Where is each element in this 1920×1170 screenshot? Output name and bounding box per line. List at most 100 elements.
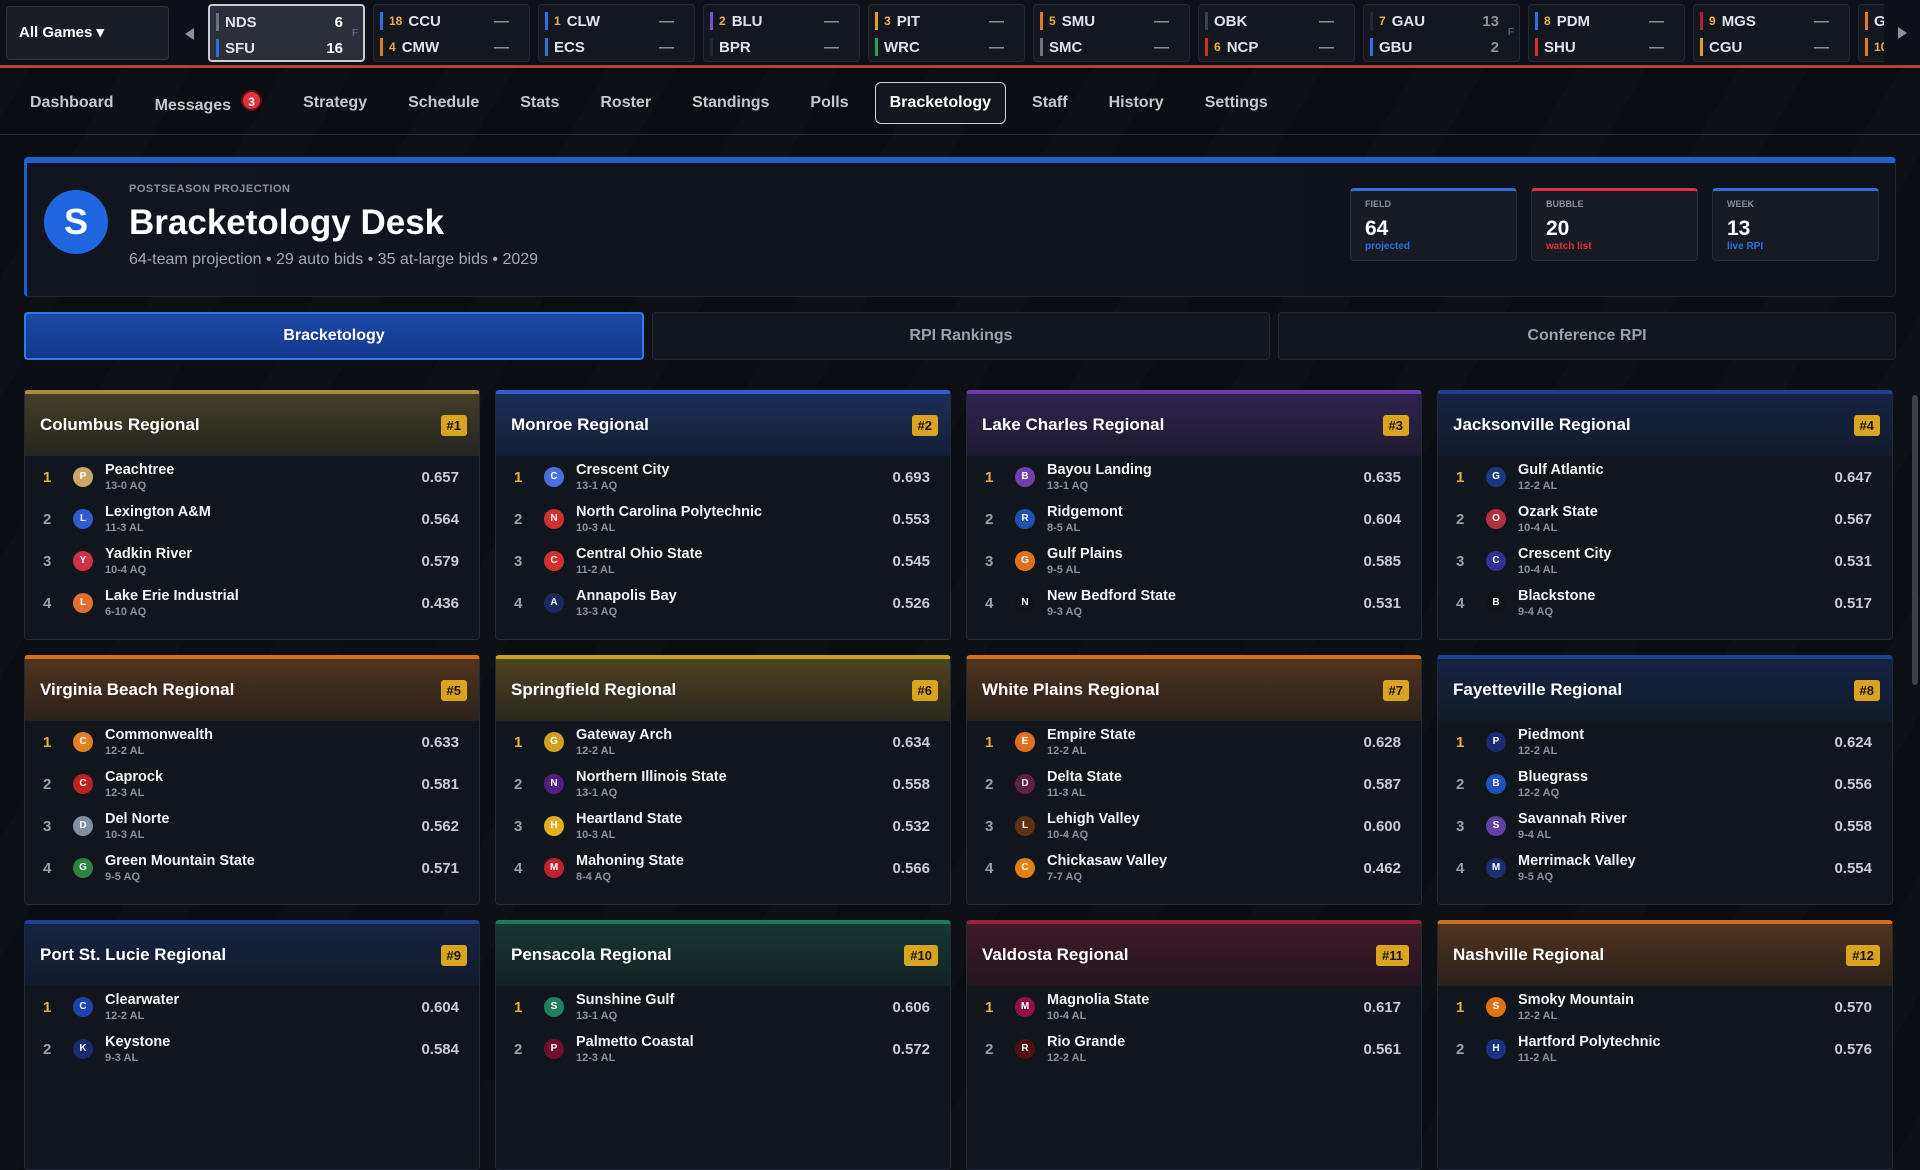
scrollbar[interactable] xyxy=(1912,395,1918,685)
team-row[interactable]: 2 P Palmetto Coastal 12-3 AL 0.572 xyxy=(496,1028,950,1070)
nav-tab[interactable]: Messages 3 xyxy=(140,78,278,127)
game-card[interactable]: OBK — 6 NCP — xyxy=(1198,4,1355,62)
team-row[interactable]: 1 G Gulf Atlantic 12-2 AL 0.647 xyxy=(1438,456,1892,498)
team-row[interactable]: 1 B Bayou Landing 13-1 AQ 0.635 xyxy=(967,456,1421,498)
team-row[interactable]: 4 N New Bedford State 9-3 AQ 0.531 xyxy=(967,582,1421,624)
nav-tab[interactable]: Polls xyxy=(795,82,863,124)
team-row[interactable]: 3 L Lehigh Valley 10-4 AQ 0.600 xyxy=(967,805,1421,847)
team-row[interactable]: 2 N North Carolina Polytechnic 10-3 AL 0.553 xyxy=(496,498,950,540)
sub-tab[interactable]: RPI Rankings xyxy=(652,312,1270,360)
sub-tab[interactable]: Conference RPI xyxy=(1278,312,1896,360)
team-row[interactable]: 3 C Central Ohio State 11-2 AL 0.545 xyxy=(496,540,950,582)
nav-tab[interactable]: History xyxy=(1094,82,1179,124)
team-row[interactable]: 4 G Green Mountain State 9-5 AQ 0.571 xyxy=(25,847,479,889)
team-row[interactable]: 1 S Smoky Mountain 12-2 AL 0.570 xyxy=(1438,986,1892,1028)
nav-tab[interactable]: Strategy xyxy=(288,82,382,124)
team-record: 10-4 AL xyxy=(1047,1010,1087,1022)
team-icon: B xyxy=(1486,774,1506,794)
game-card[interactable]: 1 CLW — ECS — xyxy=(538,4,695,62)
team-row[interactable]: 3 Y Yadkin River 10-4 AQ 0.579 xyxy=(25,540,479,582)
nav-tab[interactable]: Staff xyxy=(1017,82,1083,124)
team-seed: 3 xyxy=(43,552,52,570)
team-row[interactable]: 1 C Crescent City 13-1 AQ 0.693 xyxy=(496,456,950,498)
nav-tab[interactable]: Stats xyxy=(505,82,574,124)
ticker-next[interactable] xyxy=(1884,0,1920,65)
nav-tab[interactable]: Standings xyxy=(677,82,784,124)
team-row[interactable]: 4 B Blackstone 9-4 AQ 0.517 xyxy=(1438,582,1892,624)
team-row[interactable]: 2 R Ridgemont 8-5 AL 0.604 xyxy=(967,498,1421,540)
team-icon: P xyxy=(544,1039,564,1059)
team-row[interactable]: 3 H Heartland State 10-3 AL 0.532 xyxy=(496,805,950,847)
nav-label: Dashboard xyxy=(30,93,114,111)
nav-tab[interactable]: Roster xyxy=(585,82,666,124)
sub-tab[interactable]: Bracketology xyxy=(24,312,644,360)
game-card[interactable]: 8 PDM — SHU — xyxy=(1528,4,1685,62)
team-row[interactable]: 2 R Rio Grande 12-2 AL 0.561 xyxy=(967,1028,1421,1070)
nav-tab[interactable]: Settings xyxy=(1190,82,1283,124)
header-stats: FIELD 64 projected BUBBLE 20 watch list WEEK 13… xyxy=(1350,188,1879,261)
team-row[interactable]: 4 M Merrimack Valley 9-5 AQ 0.554 xyxy=(1438,847,1892,889)
team-name: Peachtree xyxy=(105,462,175,478)
game-card[interactable]: 9 MGS — CGU — xyxy=(1693,4,1850,62)
team-row[interactable]: 2 C Caprock 12-3 AL 0.581 xyxy=(25,763,479,805)
team-icon: S xyxy=(1486,997,1506,1017)
team-row[interactable]: 1 M Magnolia State 10-4 AL 0.617 xyxy=(967,986,1421,1028)
team-score: — xyxy=(494,12,509,30)
team-seed: 4 xyxy=(43,859,52,877)
team-row[interactable]: 1 C Clearwater 12-2 AL 0.604 xyxy=(25,986,479,1028)
team-row[interactable]: 2 H Hartford Polytechnic 11-2 AL 0.576 xyxy=(1438,1028,1892,1070)
nav-tab[interactable]: Dashboard xyxy=(15,82,129,124)
nav-label: History xyxy=(1108,93,1164,111)
team-abbr: CCU xyxy=(408,12,441,30)
nav-tab[interactable]: Bracketology xyxy=(874,81,1007,124)
game-card[interactable]: 2 BLU — BPR — xyxy=(703,4,860,62)
team-row[interactable]: 3 G Gulf Plains 9-5 AL 0.585 xyxy=(967,540,1421,582)
game-card[interactable]: 3 PIT — WRC — xyxy=(868,4,1025,62)
team-score: 2 xyxy=(1490,38,1499,56)
team-name: Savannah River xyxy=(1518,811,1627,827)
regional-name: Lake Charles Regional xyxy=(982,415,1165,434)
team-text: Green Mountain State 9-5 AQ xyxy=(105,853,421,883)
game-card[interactable]: 7 GAU 13 GBU 2 F xyxy=(1363,4,1520,62)
team-row[interactable]: 2 L Lexington A&M 11-3 AL 0.564 xyxy=(25,498,479,540)
team-record: 13-1 AQ xyxy=(1047,480,1089,492)
team-row[interactable]: 3 S Savannah River 9-4 AL 0.558 xyxy=(1438,805,1892,847)
game-card[interactable]: 5 SMU — SMC — xyxy=(1033,4,1190,62)
team-row[interactable]: 4 A Annapolis Bay 13-3 AQ 0.526 xyxy=(496,582,950,624)
team-row[interactable]: 4 M Mahoning State 8-4 AQ 0.566 xyxy=(496,847,950,889)
team-row[interactable]: 3 D Del Norte 10-3 AL 0.562 xyxy=(25,805,479,847)
team-row[interactable]: 3 C Crescent City 10-4 AL 0.531 xyxy=(1438,540,1892,582)
team-text: Palmetto Coastal 12-3 AL xyxy=(576,1034,892,1064)
game-filter[interactable]: All Games ▾ xyxy=(6,6,169,60)
team-text: Gulf Plains 9-5 AL xyxy=(1047,546,1363,576)
team-seed: 2 xyxy=(514,510,523,528)
team-row[interactable]: 4 C Chickasaw Valley 7-7 AQ 0.462 xyxy=(967,847,1421,889)
team-name: New Bedford State xyxy=(1047,588,1176,604)
team-row[interactable]: 1 E Empire State 12-2 AL 0.628 xyxy=(967,721,1421,763)
team-rpi: 0.604 xyxy=(1363,510,1401,528)
ticker-prev[interactable] xyxy=(185,28,194,40)
team-row: WRC — xyxy=(869,34,1024,60)
team-row[interactable]: 2 O Ozark State 10-4 AL 0.567 xyxy=(1438,498,1892,540)
team-abbr: OBK xyxy=(1214,12,1248,30)
game-card[interactable]: NDS 6 SFU 16 F xyxy=(208,4,365,62)
team-color-bar xyxy=(545,38,548,56)
team-rpi: 0.579 xyxy=(421,552,459,570)
team-row[interactable]: 1 P Piedmont 12-2 AL 0.624 xyxy=(1438,721,1892,763)
team-icon: H xyxy=(1486,1039,1506,1059)
main-nav: Dashboard Messages 3 Strategy Schedule Stats R… xyxy=(0,71,1920,135)
team-abbr: NCP xyxy=(1226,38,1259,56)
team-row[interactable]: 1 C Commonwealth 12-2 AL 0.633 xyxy=(25,721,479,763)
team-row[interactable]: 2 D Delta State 11-3 AL 0.587 xyxy=(967,763,1421,805)
team-row[interactable]: 1 S Sunshine Gulf 13-1 AQ 0.606 xyxy=(496,986,950,1028)
team-row[interactable]: 2 K Keystone 9-3 AL 0.584 xyxy=(25,1028,479,1070)
team-row[interactable]: 2 N Northern Illinois State 13-1 AQ 0.558 xyxy=(496,763,950,805)
team-row[interactable]: 4 L Lake Erie Industrial 6-10 AQ 0.436 xyxy=(25,582,479,624)
nav-tab[interactable]: Schedule xyxy=(393,82,494,124)
team-rpi: 0.553 xyxy=(892,510,930,528)
team-row[interactable]: 2 B Bluegrass 12-2 AQ 0.556 xyxy=(1438,763,1892,805)
team-row[interactable]: 1 G Gateway Arch 12-2 AL 0.634 xyxy=(496,721,950,763)
team-icon: L xyxy=(73,593,93,613)
team-row[interactable]: 1 P Peachtree 13-0 AQ 0.657 xyxy=(25,456,479,498)
game-card[interactable]: 18 CCU — 4 CMW — xyxy=(373,4,530,62)
